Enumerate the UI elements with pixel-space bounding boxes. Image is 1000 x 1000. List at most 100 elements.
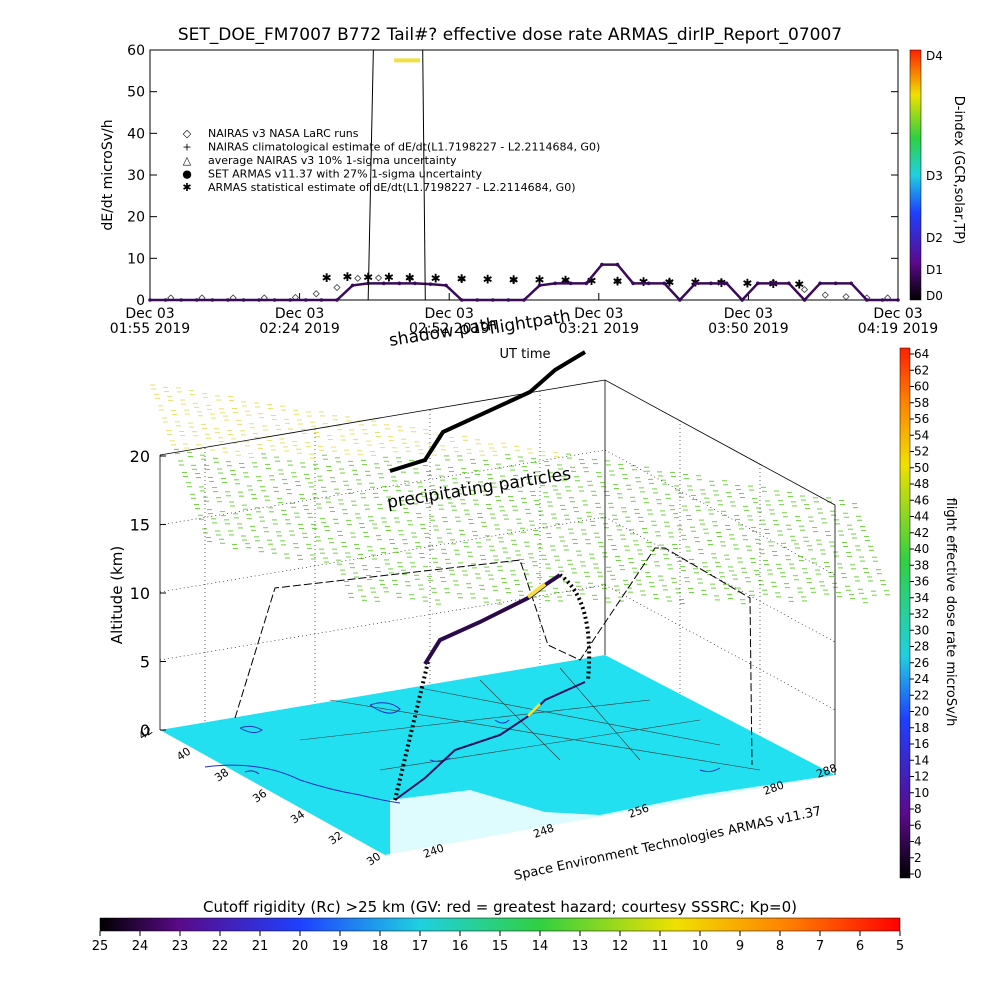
- armas-point: [600, 262, 604, 267]
- armas-point: [210, 298, 215, 302]
- armas-point: [194, 298, 199, 302]
- rc-tick-label: 6: [856, 939, 864, 954]
- dindex-tick-label: D1: [926, 263, 943, 277]
- armas-point: [584, 281, 589, 286]
- flightpath-hot-segment: [526, 582, 547, 599]
- lat-tick-label: 32: [326, 829, 345, 848]
- rc-tick-label: 17: [412, 939, 429, 954]
- precipitating-particles-field: [150, 384, 890, 605]
- dose-tick-label: 0: [914, 867, 922, 881]
- armas-point: [491, 298, 495, 302]
- annotation-precipitating-particles: precipitating particles: [386, 464, 573, 513]
- x-tick-label-date: Dec 03: [574, 306, 623, 322]
- x-tick-label-time: 02:52 2019: [409, 321, 489, 337]
- armas-point: [288, 298, 293, 302]
- rc-tick-label: 16: [452, 939, 469, 954]
- armas-point: [179, 298, 183, 302]
- x-tick-label-time: 02:24 2019: [259, 321, 339, 337]
- armas-point: [335, 298, 339, 302]
- armas-stat-point: ✱: [431, 272, 441, 286]
- armas-stat-point: ✱: [322, 271, 332, 285]
- dose-tick-label: 40: [914, 542, 929, 556]
- legend-label: NAIRAS climatological estimate of dE/dt(…: [208, 141, 600, 154]
- x-tick-label-date: Dec 03: [724, 306, 773, 322]
- legend-label: ARMAS statistical estimate of dE/dt(L1.7…: [208, 181, 575, 194]
- y-axis-ticks: 0 10 20 30 40 50 60: [127, 43, 898, 309]
- armas-stat-point: ✱: [586, 274, 596, 288]
- armas-point: [662, 281, 667, 286]
- z-tick-label: 10: [130, 584, 150, 603]
- x-axis-label: UT time: [500, 347, 551, 362]
- armas-point: [444, 283, 448, 288]
- dose-ticks: 6462605856545250484644424038363432302826…: [910, 347, 929, 881]
- legend-label: average NAIRAS v3 10% 1-sigma uncertaint…: [208, 154, 457, 167]
- armas-point: [802, 298, 807, 302]
- dose-tick-label: 64: [914, 347, 929, 361]
- nairas-point: [800, 286, 809, 294]
- armas-point: [304, 298, 308, 302]
- x-tick-label-date: Dec 03: [425, 306, 474, 322]
- armas-point: [833, 281, 838, 286]
- dindex-tick-label: D0: [926, 289, 943, 303]
- lat-tick-label: 40: [174, 745, 193, 764]
- dose-tick-label: 16: [914, 737, 929, 751]
- z-tick-label: 5: [140, 653, 150, 672]
- nairas-point: [406, 274, 414, 282]
- rc-tick-label: 15: [492, 939, 509, 954]
- rc-tick-label: 11: [652, 939, 669, 954]
- rc-tick-label: 10: [692, 939, 709, 954]
- dose-tick-label: 12: [914, 770, 929, 784]
- armas-point: [148, 298, 152, 302]
- armas-point: [787, 281, 791, 286]
- armas-point: [771, 281, 776, 286]
- armas-point: [506, 298, 511, 302]
- armas-stat-point: ✱: [794, 277, 804, 291]
- legend-label: NAIRAS v3 NASA LaRC runs: [208, 127, 359, 140]
- armas-point: [693, 281, 698, 286]
- armas-stat-point: ✱: [612, 274, 622, 288]
- armas-point: [896, 298, 900, 302]
- armas-point: [615, 262, 620, 267]
- rc-tick-label: 25: [92, 939, 109, 954]
- ground-white-region: [390, 775, 835, 855]
- descent-column: [558, 573, 592, 681]
- rc-colorbar-label: Cutoff rigidity (Rc) >25 km (GV: red = g…: [203, 898, 797, 916]
- armas-point: [631, 281, 635, 286]
- y-tick-label: 50: [127, 85, 145, 101]
- armas-stat-point: ✱: [509, 273, 519, 287]
- dose-tick-label: 4: [914, 835, 922, 849]
- lat-tick-label: 34: [288, 808, 307, 827]
- dose-tick-label: 48: [914, 477, 929, 491]
- y-tick-label: 30: [127, 168, 145, 184]
- x-tick-label-time: 03:21 2019: [559, 321, 639, 337]
- armas-point: [865, 298, 869, 302]
- y-tick-label: 10: [127, 251, 145, 267]
- map-state-lines: [299, 667, 761, 771]
- z-tick-label: 20: [130, 447, 150, 466]
- armas-point: [272, 298, 277, 302]
- armas-point: [553, 281, 557, 286]
- nairas-point: [312, 290, 320, 298]
- armas-point: [413, 281, 417, 286]
- lat-tick-label: 30: [364, 850, 383, 869]
- armas-point: [709, 281, 713, 286]
- dose-tick-label: 28: [914, 640, 929, 654]
- dose-tick-label: 26: [914, 656, 929, 670]
- armas-point: [459, 298, 464, 302]
- armas-point: [319, 298, 324, 302]
- nairas-point: [374, 274, 383, 282]
- dose-tick-label: 56: [914, 412, 929, 426]
- nairas-point: [458, 275, 466, 283]
- dose-tick-label: 34: [914, 591, 929, 605]
- dose-tick-label: 20: [914, 705, 929, 719]
- flightpath-upper: [389, 350, 587, 473]
- dose-tick-label: 14: [914, 753, 929, 767]
- rc-tick-label: 21: [252, 939, 269, 954]
- dose-tick-label: 58: [914, 396, 929, 410]
- dindex-tick-label: D3: [926, 169, 943, 183]
- dindex-tick-label: D2: [926, 231, 943, 245]
- rc-tick-label: 24: [132, 939, 149, 954]
- armas-point: [880, 298, 885, 302]
- z-tick-label: 0: [140, 721, 150, 740]
